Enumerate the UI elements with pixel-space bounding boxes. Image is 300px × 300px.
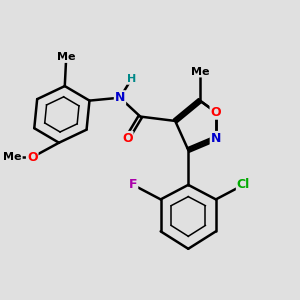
Text: Me: Me	[57, 52, 76, 62]
Text: H: H	[127, 74, 136, 84]
Text: Me: Me	[3, 152, 22, 162]
Text: O: O	[211, 106, 221, 119]
Text: Me: Me	[190, 67, 209, 76]
Text: N: N	[115, 91, 125, 104]
Text: O: O	[122, 132, 133, 145]
Text: Cl: Cl	[237, 178, 250, 191]
Text: O: O	[27, 151, 38, 164]
Text: N: N	[211, 132, 221, 145]
Text: F: F	[129, 178, 137, 191]
